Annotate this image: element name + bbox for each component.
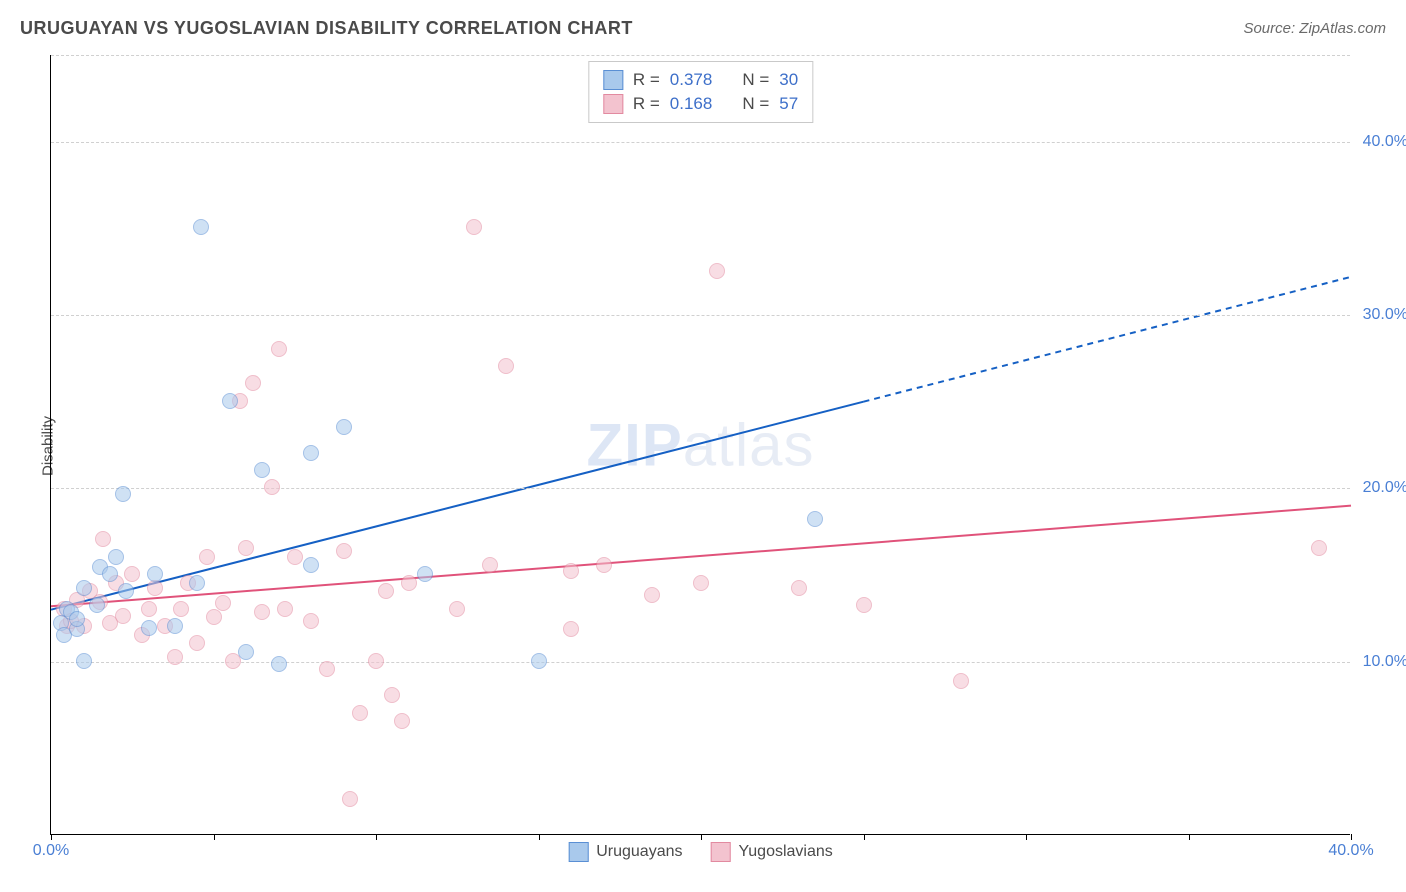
y-tick-label: 10.0%	[1363, 653, 1406, 671]
data-point	[69, 611, 85, 627]
data-point	[147, 580, 163, 596]
data-point	[807, 511, 823, 527]
data-point	[531, 653, 547, 669]
data-point	[368, 653, 384, 669]
x-tick	[51, 834, 52, 840]
data-point	[141, 601, 157, 617]
data-point	[271, 656, 287, 672]
trend-lines	[51, 55, 1351, 835]
data-point	[352, 705, 368, 721]
data-point	[1311, 540, 1327, 556]
data-point	[76, 653, 92, 669]
legend-item-uruguayans: Uruguayans	[568, 842, 682, 862]
data-point	[466, 219, 482, 235]
data-point	[384, 687, 400, 703]
gridline	[51, 315, 1350, 316]
data-point	[189, 575, 205, 591]
data-point	[596, 557, 612, 573]
data-point	[89, 597, 105, 613]
gridline	[51, 662, 1350, 663]
data-point	[222, 393, 238, 409]
x-tick	[1026, 834, 1027, 840]
data-point	[319, 661, 335, 677]
chart-title: URUGUAYAN VS YUGOSLAVIAN DISABILITY CORR…	[20, 18, 633, 39]
data-point	[856, 597, 872, 613]
data-point	[238, 540, 254, 556]
data-point	[167, 618, 183, 634]
x-tick-label: 0.0%	[33, 842, 69, 860]
data-point	[206, 609, 222, 625]
data-point	[342, 791, 358, 807]
data-point	[709, 263, 725, 279]
legend-item-yugoslavians: Yugoslavians	[710, 842, 832, 862]
data-point	[401, 575, 417, 591]
data-point	[115, 486, 131, 502]
plot-area: ZIPatlas R = 0.378 N = 30 R = 0.168 N = …	[50, 55, 1350, 835]
x-tick	[864, 834, 865, 840]
data-point	[498, 358, 514, 374]
data-point	[644, 587, 660, 603]
trend-line-dashed	[864, 277, 1352, 402]
data-point	[277, 601, 293, 617]
data-point	[115, 608, 131, 624]
data-point	[336, 543, 352, 559]
data-point	[193, 219, 209, 235]
data-point	[693, 575, 709, 591]
x-tick-label: 40.0%	[1328, 842, 1373, 860]
data-point	[563, 621, 579, 637]
data-point	[287, 549, 303, 565]
data-point	[254, 604, 270, 620]
y-tick-label: 40.0%	[1363, 133, 1406, 151]
data-point	[118, 583, 134, 599]
data-point	[953, 673, 969, 689]
data-point	[141, 620, 157, 636]
x-tick	[376, 834, 377, 840]
y-tick-label: 30.0%	[1363, 306, 1406, 324]
swatch-uruguayans-bottom	[568, 842, 588, 862]
data-point	[124, 566, 140, 582]
trend-line	[51, 402, 864, 610]
data-point	[303, 445, 319, 461]
data-point	[245, 375, 261, 391]
data-point	[76, 580, 92, 596]
gridline	[51, 142, 1350, 143]
data-point	[199, 549, 215, 565]
data-point	[147, 566, 163, 582]
x-tick	[214, 834, 215, 840]
data-point	[482, 557, 498, 573]
data-point	[167, 649, 183, 665]
data-point	[449, 601, 465, 617]
x-tick	[1351, 834, 1352, 840]
x-tick	[539, 834, 540, 840]
data-point	[95, 531, 111, 547]
data-point	[378, 583, 394, 599]
data-point	[271, 341, 287, 357]
x-tick	[1189, 834, 1190, 840]
data-point	[791, 580, 807, 596]
data-point	[394, 713, 410, 729]
bottom-legend: Uruguayans Yugoslavians	[568, 842, 833, 862]
chart-header: URUGUAYAN VS YUGOSLAVIAN DISABILITY CORR…	[20, 18, 1386, 39]
swatch-yugoslavians-bottom	[710, 842, 730, 862]
gridline	[51, 488, 1350, 489]
data-point	[173, 601, 189, 617]
x-tick	[701, 834, 702, 840]
data-point	[215, 595, 231, 611]
data-point	[238, 644, 254, 660]
chart-source: Source: ZipAtlas.com	[1243, 20, 1386, 37]
data-point	[303, 557, 319, 573]
data-point	[336, 419, 352, 435]
y-tick-label: 20.0%	[1363, 479, 1406, 497]
data-point	[108, 549, 124, 565]
data-point	[303, 613, 319, 629]
data-point	[563, 563, 579, 579]
data-point	[102, 566, 118, 582]
data-point	[189, 635, 205, 651]
data-point	[254, 462, 270, 478]
data-point	[264, 479, 280, 495]
data-point	[417, 566, 433, 582]
